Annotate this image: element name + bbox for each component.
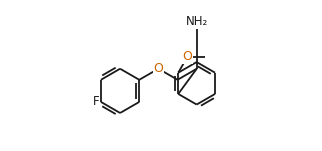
- Text: F: F: [93, 95, 99, 108]
- Text: NH₂: NH₂: [185, 15, 208, 28]
- Text: O: O: [154, 62, 163, 75]
- Text: O: O: [183, 50, 193, 63]
